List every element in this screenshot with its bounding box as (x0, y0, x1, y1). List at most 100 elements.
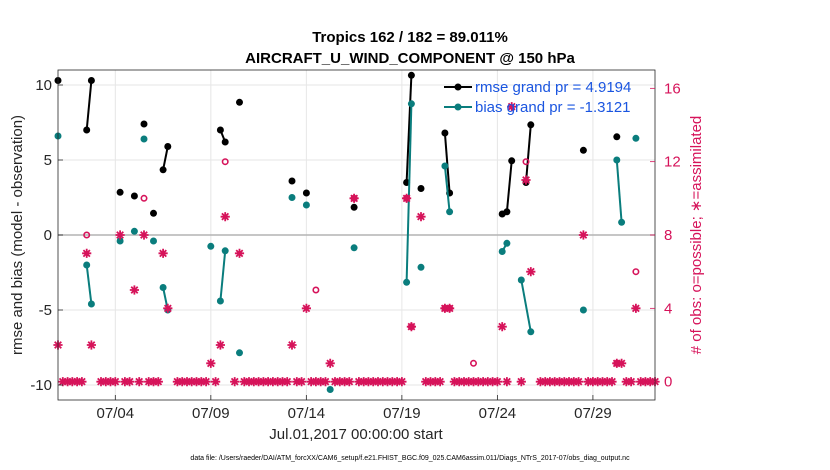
rmse-point (407, 71, 415, 79)
bias-point (221, 247, 229, 255)
bias-point (417, 263, 425, 271)
rmse-point (441, 129, 449, 137)
obs-assimilated-marker (211, 377, 221, 387)
obs-assimilated-marker (158, 248, 168, 258)
y-tick-label: 10 (35, 77, 52, 94)
y2-tick-label: 12 (664, 154, 681, 171)
obs-assimilated-marker (578, 230, 588, 240)
obs-assimilated-marker (273, 377, 283, 387)
rmse-point (140, 120, 148, 128)
obs-assimilated-marker (593, 377, 603, 387)
rmse-line-segment (443, 132, 451, 194)
obs-assimilated-marker (153, 377, 163, 387)
obs-assimilated-marker (373, 377, 383, 387)
rmse-point (87, 77, 95, 84)
obs-assimilated-marker (540, 377, 550, 387)
obs-assimilated-marker (359, 377, 369, 387)
legend: rmse grand pr = 4.9194 bias grand pr = -… (444, 79, 631, 116)
obs-assimilated-marker (82, 248, 92, 258)
bias-line-segment (615, 159, 623, 223)
rmse-point (216, 126, 224, 134)
legend-rmse-marker (454, 83, 462, 91)
obs-assimilated-marker (306, 377, 316, 387)
bias-point (116, 237, 124, 245)
y-tick-label: 0 (44, 227, 52, 244)
obs-assimilated-marker (249, 377, 259, 387)
obs-assimilated-marker (163, 303, 173, 313)
obs-assimilated-marker (473, 377, 483, 387)
obs-assimilated-marker (430, 377, 440, 387)
rmse-point (236, 98, 243, 106)
y2-tick-label: 16 (664, 80, 681, 97)
obs-assimilated-marker (607, 377, 617, 387)
x-tick-label: 07/19 (383, 405, 421, 422)
x-axis-label: Jul.01,2017 00:00:00 start (269, 426, 443, 443)
rmse-point (150, 209, 157, 217)
obs-assimilated-marker (110, 377, 120, 387)
bias-point (517, 276, 525, 284)
obs-assimilated-marker (569, 377, 579, 387)
obs-assimilated-marker (545, 377, 555, 387)
bias-point (632, 134, 640, 142)
obs-assimilated-marker (172, 377, 182, 387)
obs-assimilated-marker (454, 377, 464, 387)
rmse-point (83, 126, 91, 134)
obs-assimilated-marker (492, 377, 502, 387)
obs-assimilated-marker (425, 377, 436, 387)
obs-assimilated-marker (550, 377, 560, 387)
obs-assimilated-marker (521, 175, 531, 185)
obs-assimilated-marker (340, 377, 350, 387)
bias-point (446, 208, 454, 216)
x-tick-label: 07/24 (479, 405, 517, 422)
obs-assimilated-marker (311, 377, 321, 387)
rmse-point (417, 185, 425, 192)
bias-point (441, 162, 449, 170)
bias-point (527, 328, 535, 336)
bias-line-segment (520, 279, 532, 332)
bias-point (288, 194, 296, 201)
obs-assimilated-marker (182, 377, 192, 387)
obs-assimilated-marker (277, 377, 288, 387)
obs-assimilated-marker (258, 377, 268, 387)
obs-assimilated-marker (392, 377, 402, 387)
bias-point (579, 306, 587, 314)
obs-assimilated-marker (244, 377, 254, 387)
obs-assimilated-marker (621, 377, 631, 387)
obs-assimilated-marker (421, 377, 431, 387)
obs-assimilated-marker (402, 193, 412, 203)
obs-assimilated-marker (101, 377, 111, 387)
obs-assimilated-marker (497, 322, 507, 332)
rmse-point (116, 188, 124, 196)
obs-assimilated-marker (640, 377, 650, 387)
bias-point (130, 227, 138, 235)
x-tick-label: 07/04 (97, 405, 135, 422)
obs-assimilated-marker (526, 267, 536, 277)
obs-assimilated-marker (234, 248, 245, 258)
obs-possible-marker (221, 158, 229, 166)
y2-tick-label: 0 (664, 374, 672, 391)
y2-axis-label: # of obs: o=possible; ∗=assimilated (688, 116, 705, 355)
obs-assimilated-marker (636, 377, 646, 387)
obs-assimilated-marker (378, 377, 388, 387)
obs-assimilated-marker (406, 322, 416, 332)
obs-assimilated-marker (263, 377, 273, 387)
obs-assimilated-marker (86, 340, 96, 350)
rmse-point (579, 146, 587, 154)
obs-assimilated-marker (196, 377, 206, 387)
obs-assimilated-marker (297, 377, 307, 387)
obs-assimilated-marker (335, 377, 345, 387)
obs-assimilated-marker (468, 377, 479, 387)
obs-layer (53, 102, 660, 387)
obs-assimilated-marker (502, 377, 512, 387)
obs-assimilated-marker (292, 377, 302, 387)
legend-bias-label: bias grand pr = -1.3121 (475, 99, 631, 116)
y-axis-label: rmse and bias (model - observation) (9, 115, 26, 355)
obs-assimilated-marker (120, 377, 130, 387)
bias-line-segment (85, 264, 93, 305)
obs-assimilated-marker (201, 377, 211, 387)
obs-possible-marker (613, 359, 621, 367)
rmse-point (159, 166, 167, 174)
y-tick-label: -10 (30, 377, 52, 394)
obs-assimilated-marker (139, 230, 149, 240)
bias-point (150, 237, 157, 245)
